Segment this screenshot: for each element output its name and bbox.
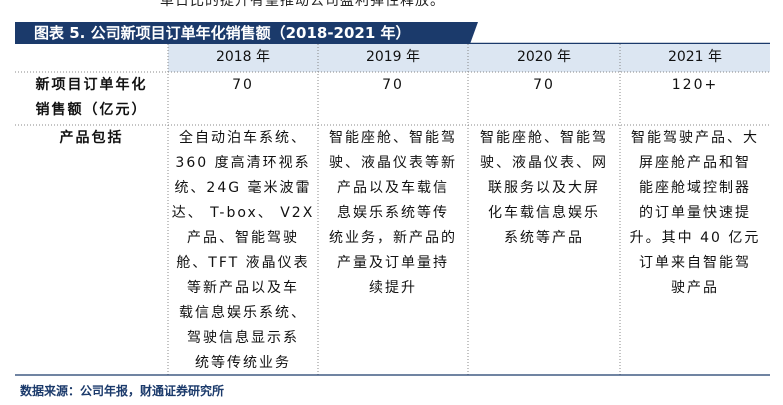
cell-text: 统业务，新产品的: [329, 230, 457, 246]
cell-text: 产量及订单量持: [337, 255, 449, 271]
cell-text: 70: [533, 77, 555, 93]
header-bg: [168, 44, 770, 72]
row-label: 产品包括: [59, 130, 124, 146]
cell-text: 联服务以及大屏: [488, 180, 600, 196]
column-header: 2018 年: [215, 49, 271, 65]
cell-text: 升。其中 40 亿元: [629, 230, 761, 246]
cell-text: 系统等产品: [504, 230, 584, 246]
cell-text: 产品、智能驾驶: [187, 230, 299, 246]
cell-text: 70: [232, 77, 254, 93]
cell-text: 统、24G 毫米波雷: [174, 180, 312, 196]
cell-text: 屏座舱产品和智: [639, 155, 751, 171]
grid: [15, 44, 770, 375]
source: 数据来源：公司年报，财通证券研究所: [20, 384, 225, 398]
column-header: 2019 年: [365, 49, 421, 65]
cell-text: 舱、TFT 液晶仪表: [176, 255, 310, 271]
cell-text: 驶、液晶仪表等新: [329, 155, 457, 171]
cell-text: 驾驶信息显示系: [187, 330, 299, 346]
cell-text: 驶产品: [671, 280, 719, 296]
cell-text: 智能座舱、智能驾: [480, 130, 608, 146]
cell-text: 120+: [671, 77, 719, 93]
cell-text: 360 度高清环视系: [175, 155, 311, 171]
cell-text: 全自动泊车系统、: [179, 130, 307, 146]
cell-text: 载信息娱乐系统、: [179, 305, 307, 321]
cell-text: 达、 T-box、 V2X: [171, 205, 315, 221]
cell-text: 70: [382, 77, 404, 93]
column-header: 2020 年: [516, 49, 572, 65]
cell-text: 订单来自智能驾: [639, 255, 751, 271]
cell-text: 的订单量快速提: [639, 205, 751, 221]
row-label: 新项目订单年化: [35, 77, 148, 93]
cell-text: 息娱乐系统等传: [337, 205, 449, 221]
cell-text: 续提升: [369, 280, 417, 296]
cell-text: 驶、液晶仪表、网: [480, 155, 608, 171]
cell-text: 智能驾驶产品、大: [631, 130, 759, 146]
cell-text: 智能座舱、智能驾: [329, 130, 457, 146]
cell-text: 统等传统业务: [195, 355, 291, 371]
title-banner: [15, 22, 478, 44]
cell-text: 能座舱域控制器: [639, 180, 751, 196]
cell-text: 化车载信息娱乐: [488, 205, 600, 221]
column-header: 2021 年: [667, 49, 723, 65]
top-text: 革日比的提升有望推动公司盈利弹性释放。: [160, 0, 445, 9]
cell-text: 等新产品以及车: [187, 280, 299, 296]
title: 图表 5. 公司新项目订单年化销售额（2018-2021 年）: [34, 24, 411, 42]
row-label: 销售额（亿元）: [35, 102, 148, 118]
cell-text: 产品以及车载信: [337, 180, 449, 196]
